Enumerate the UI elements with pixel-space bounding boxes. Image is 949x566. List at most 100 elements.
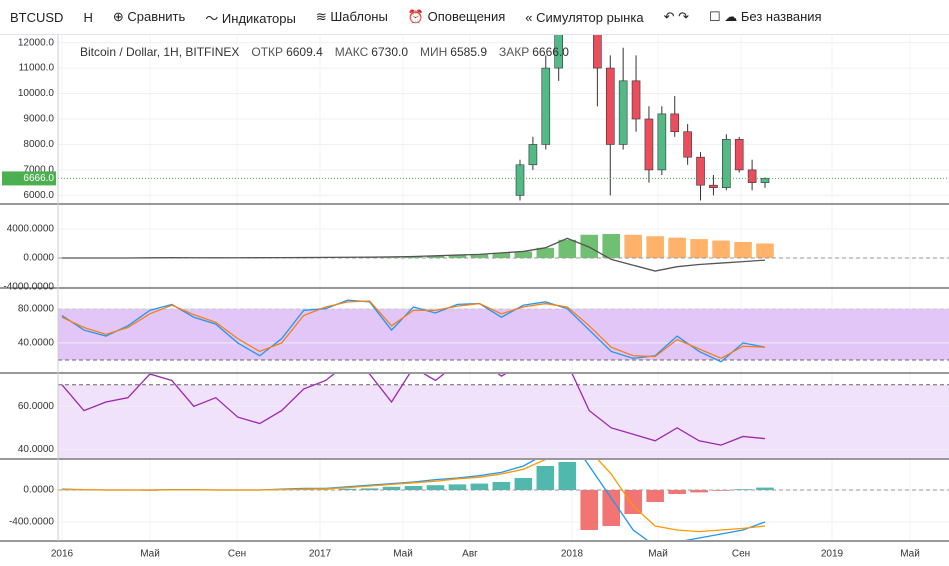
histogram-bar	[580, 490, 599, 530]
histogram-bar	[404, 256, 423, 258]
histogram-bar	[470, 483, 489, 490]
y-tick-label: -400.0000	[9, 517, 54, 528]
histogram-bar	[624, 234, 642, 258]
histogram-bar	[558, 239, 577, 258]
indicators[interactable]: 〜 Индикаторы	[205, 10, 296, 26]
histogram-bar	[514, 251, 533, 258]
legend-item: 6666.0	[532, 45, 569, 59]
indicator-line	[62, 237, 766, 272]
y-tick-label: 6000.0	[23, 190, 54, 201]
y-tick-label: -4000.0000	[3, 282, 54, 293]
histogram-bar	[646, 490, 664, 502]
compare-label: Сравнить	[127, 9, 186, 24]
histogram-bar	[690, 490, 708, 493]
y-tick-label: 7000.0	[23, 165, 54, 176]
layout[interactable]: ☐ ☁ Без названия	[708, 9, 822, 24]
legend-item: МИН	[420, 45, 447, 59]
y-tick-label: 11000.0	[19, 63, 55, 74]
y-tick-label: 0.0000	[23, 485, 54, 496]
legend-item: ОТКР	[251, 45, 283, 59]
y-tick-label: 60.0000	[18, 401, 55, 412]
histogram-bar	[602, 234, 621, 258]
x-tick-label: 2017	[309, 549, 332, 560]
x-tick-label: 2016	[51, 549, 74, 560]
histogram-bar	[514, 478, 533, 490]
interval[interactable]: Н	[83, 9, 93, 25]
indicators-label: Индикаторы	[221, 10, 296, 26]
legend-item: ЗАКР	[499, 45, 529, 59]
y-tick-label: 80.0000	[18, 303, 55, 314]
panel	[58, 460, 949, 540]
symbol[interactable]: BTCUSD	[10, 9, 64, 25]
templates-label: Шаблоны	[330, 9, 388, 24]
histogram-bar	[426, 485, 445, 490]
x-tick-label: Сен	[732, 549, 750, 560]
y-tick-label: 4000.0000	[7, 224, 55, 235]
alerts[interactable]: ⏰ Оповещения	[407, 9, 506, 24]
histogram-bar	[492, 252, 511, 258]
y-tick-label: 10000.0	[18, 88, 55, 99]
candle-body	[618, 80, 628, 145]
histogram-bar	[470, 254, 489, 258]
candle-body	[541, 67, 551, 145]
indicator-line	[61, 300, 766, 360]
histogram-bar	[646, 236, 664, 258]
chart-area: 12000.011000.010000.09000.08000.07000.06…	[0, 35, 949, 560]
layout-label: Без названия	[740, 9, 822, 24]
histogram-bar	[558, 462, 577, 490]
histogram-bar	[580, 234, 599, 258]
replay[interactable]: « Симулятор рынка	[525, 9, 644, 25]
candle-body	[528, 144, 538, 166]
x-tick-label: 2019	[821, 549, 844, 560]
y-tick-label: 40.0000	[18, 338, 55, 349]
panel	[58, 35, 949, 201]
y-tick-label: 9000.0	[23, 114, 54, 125]
legend-item: Bitcoin / Dollar, 1H, BITFINEX	[80, 45, 239, 59]
legend-item: МАКС	[335, 45, 369, 59]
x-tick-label: Авг	[462, 549, 478, 560]
compare[interactable]: ⊕ Сравнить	[112, 9, 186, 24]
candle-body	[709, 184, 718, 189]
histogram-bar	[492, 482, 511, 490]
histogram-bar	[536, 466, 555, 490]
toolbar: BTCUSD Н ⊕ Сравнить 〜 Индикаторы ≋ Шабло…	[0, 0, 949, 35]
x-tick-label: Май	[140, 549, 160, 560]
x-tick-label: Май	[393, 549, 413, 560]
last-price-label: 6666.0	[23, 173, 54, 184]
panel	[58, 299, 949, 363]
indicator-line	[62, 460, 766, 533]
y-tick-label: 8000.0	[23, 139, 54, 150]
candle-body	[644, 118, 654, 171]
x-tick-label: Май	[648, 549, 668, 560]
histogram-bar	[690, 239, 708, 258]
candle-body	[683, 131, 692, 158]
candle-body	[670, 113, 680, 133]
x-tick-label: Май	[900, 549, 920, 560]
legend-item: 6730.0	[371, 45, 408, 59]
candle-body	[593, 35, 602, 69]
y-tick-label: 40.0000	[18, 444, 55, 455]
templates[interactable]: ≋ Шаблоны	[315, 9, 388, 24]
undo[interactable]: ↶ ↷	[663, 9, 689, 24]
histogram-bar	[602, 490, 621, 526]
histogram-bar	[668, 237, 686, 258]
legend-item: 6609.4	[286, 45, 323, 59]
candle-body	[734, 139, 744, 171]
histogram-bar	[734, 242, 752, 258]
candle-body	[631, 80, 641, 120]
histogram-bar	[338, 488, 357, 490]
candle-body	[696, 156, 705, 186]
legend: Bitcoin / Dollar, 1H, BITFINEX ОТКР 6609.4…	[80, 45, 569, 59]
panel	[58, 228, 949, 287]
histogram-bar	[448, 255, 467, 258]
candle-body	[722, 139, 731, 189]
alerts-label: Оповещения	[427, 9, 506, 24]
indicator-line	[61, 374, 766, 446]
band	[58, 384, 949, 458]
candle-body	[605, 67, 615, 145]
histogram-bar	[448, 484, 467, 490]
panel	[58, 374, 949, 458]
y-tick-label: 0.0000	[23, 253, 54, 264]
x-tick-label: Сен	[228, 549, 246, 560]
